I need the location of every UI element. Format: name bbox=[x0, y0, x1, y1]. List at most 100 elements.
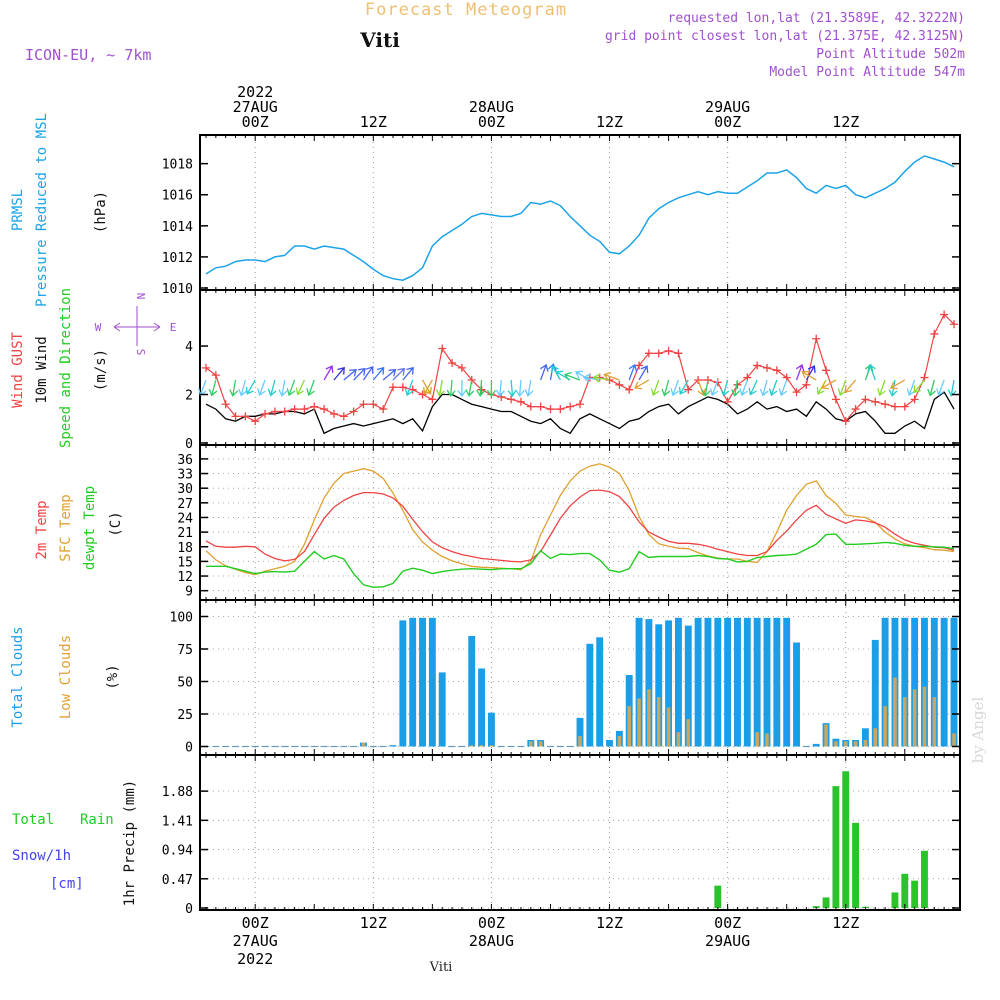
wind-arrow bbox=[748, 379, 758, 396]
gust-marker bbox=[851, 405, 860, 414]
temp-unit: (C) bbox=[108, 511, 124, 536]
low-cloud-bar bbox=[656, 697, 661, 747]
gust-marker bbox=[772, 366, 781, 375]
compass-east: E bbox=[170, 321, 177, 334]
pressure-label-1: PRMSL bbox=[10, 189, 26, 231]
wind-arrow bbox=[634, 379, 650, 390]
low-cloud-bar bbox=[686, 719, 691, 747]
wind-arrow bbox=[927, 379, 936, 397]
total-cloud-bar bbox=[645, 619, 653, 747]
rain-bar bbox=[832, 786, 840, 908]
total-cloud-bar bbox=[665, 620, 673, 747]
low-cloud-bar bbox=[617, 736, 622, 747]
footer-location: Viti bbox=[429, 960, 453, 975]
low-cloud-bar bbox=[765, 733, 769, 747]
gust-marker bbox=[861, 395, 870, 404]
wind-arrow bbox=[709, 379, 719, 397]
low-cloud-bar bbox=[932, 697, 937, 747]
bottom-time-label: 27AUG bbox=[233, 932, 278, 950]
wind-ytick-label: 2 bbox=[185, 389, 193, 404]
low-clouds-label: Low Clouds bbox=[58, 635, 74, 719]
total-cloud-bar bbox=[911, 617, 919, 747]
pressure-line bbox=[205, 155, 955, 281]
gust-marker bbox=[202, 363, 210, 372]
bottom-time-label: 28AUG bbox=[469, 932, 514, 950]
total-cloud-bar bbox=[428, 617, 436, 747]
gust-marker bbox=[241, 412, 250, 421]
total-cloud-bar bbox=[478, 668, 486, 747]
wind-arrow bbox=[404, 379, 414, 397]
wind-arrow bbox=[540, 363, 549, 381]
low-cloud-bar bbox=[529, 741, 533, 747]
requested-coords: requested lon,lat (21.3589E, 42.3222N) bbox=[668, 11, 965, 26]
gust-marker bbox=[615, 380, 624, 389]
gust-marker bbox=[270, 407, 279, 416]
wind-arrow bbox=[628, 363, 638, 381]
wind-arrow bbox=[638, 365, 649, 381]
gust-marker bbox=[950, 320, 958, 329]
wind-arrow bbox=[372, 366, 385, 381]
clouds-ytick-label: 0 bbox=[185, 741, 193, 756]
wind-arrow bbox=[208, 379, 218, 397]
low-cloud-bar bbox=[666, 707, 671, 747]
wind-arrow bbox=[229, 379, 239, 397]
temp-ytick-label: 12 bbox=[177, 570, 193, 585]
compass-east-arrow bbox=[153, 322, 161, 332]
bottom-time-label: 00Z bbox=[478, 914, 505, 932]
low-cloud-bar bbox=[843, 741, 848, 747]
watermark: by Angel bbox=[969, 696, 987, 763]
low-cloud-bar bbox=[893, 677, 897, 747]
rain-bar bbox=[822, 897, 830, 908]
wind-arrow bbox=[563, 372, 581, 381]
gust-marker bbox=[556, 405, 565, 414]
top-time-label: 12Z bbox=[832, 113, 859, 131]
gust-marker bbox=[310, 402, 319, 411]
precip-ytick-label: 0 bbox=[185, 902, 193, 917]
wind-unit: (m/s) bbox=[93, 349, 109, 391]
pressure-ytick-label: 1016 bbox=[162, 189, 193, 204]
temp-ytick-label: 18 bbox=[177, 541, 193, 556]
wind-arrow bbox=[670, 379, 680, 397]
gust-marker bbox=[664, 346, 673, 355]
gust-marker bbox=[625, 385, 634, 394]
dew-label: dewpt Temp bbox=[82, 486, 98, 570]
gust-marker bbox=[221, 400, 230, 409]
wind-arrow bbox=[801, 370, 817, 381]
top-time-label: 00Z bbox=[242, 113, 269, 131]
gust-marker bbox=[831, 395, 840, 404]
wind-arrow bbox=[457, 379, 467, 398]
wind-arrow bbox=[446, 379, 456, 398]
wind-arrow bbox=[306, 379, 315, 397]
gust-marker bbox=[910, 395, 919, 404]
gust-marker bbox=[329, 409, 338, 418]
rain-bar bbox=[911, 880, 919, 908]
grid-coords: grid point closest lon,lat (21.375E, 42.… bbox=[605, 29, 965, 44]
total-cloud-bar bbox=[940, 617, 948, 747]
clouds-ytick-label: 50 bbox=[177, 676, 193, 691]
gust-marker bbox=[940, 310, 949, 319]
gust-marker bbox=[576, 400, 584, 409]
wind-arrow bbox=[423, 379, 433, 395]
temp-ytick-label: 21 bbox=[177, 526, 193, 541]
clouds-unit: (%) bbox=[105, 664, 121, 689]
wind-gust-label: Wind GUST bbox=[10, 332, 26, 408]
gust-marker bbox=[654, 349, 663, 358]
gust-marker bbox=[684, 385, 693, 394]
wind-arrow bbox=[362, 365, 374, 381]
total-cloud-bar bbox=[576, 717, 584, 747]
wind-arrow bbox=[913, 379, 925, 394]
gust-marker bbox=[526, 402, 535, 411]
wind-arrow bbox=[821, 379, 837, 390]
total-cloud-bar bbox=[684, 625, 692, 747]
wind-10m-label: 10m Wind bbox=[34, 336, 50, 403]
wind-arrow bbox=[495, 379, 505, 398]
wind-arrow bbox=[295, 379, 306, 396]
gust-marker bbox=[261, 409, 270, 418]
temp-ytick-label: 9 bbox=[185, 585, 193, 600]
gust-marker bbox=[507, 395, 516, 404]
low-cloud-bar bbox=[883, 706, 887, 747]
gust-marker bbox=[418, 390, 427, 399]
wind-arrow bbox=[245, 379, 256, 395]
wind10m-line bbox=[205, 391, 955, 435]
total-cloud-bar bbox=[930, 617, 938, 747]
